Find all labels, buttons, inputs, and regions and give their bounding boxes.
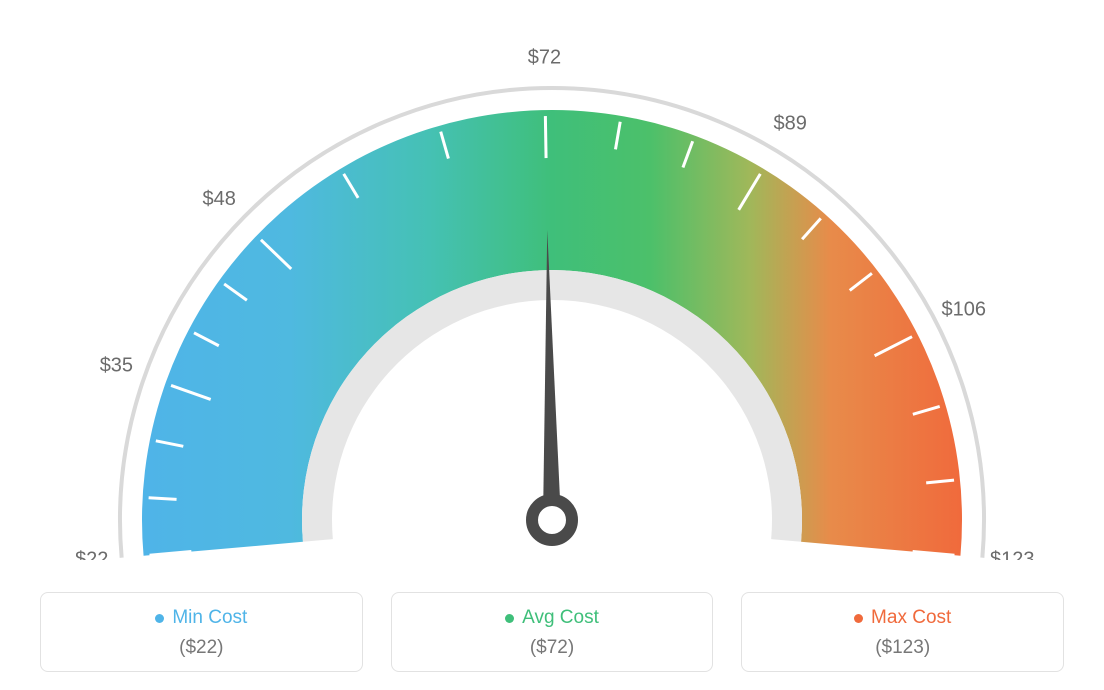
cost-gauge-chart: $22 $35 $48 $72 $89 $106 $123 Min Cost ($22) A…: [0, 0, 1104, 690]
legend-label-avg: Avg Cost: [522, 607, 599, 629]
legend-value-avg: ($72): [402, 637, 703, 659]
dot-min-icon: [155, 614, 164, 623]
legend-card-max: Max Cost ($123): [741, 592, 1064, 672]
legend-label-min: Min Cost: [172, 607, 247, 629]
gauge-tick-label: $72: [528, 46, 561, 68]
legend-card-avg: Avg Cost ($72): [391, 592, 714, 672]
gauge-tick-label: $106: [941, 299, 986, 321]
dot-max-icon: [854, 614, 863, 623]
legend-value-min: ($22): [51, 637, 352, 659]
legend-card-min: Min Cost ($22): [40, 592, 363, 672]
legend-value-max: ($123): [752, 637, 1053, 659]
gauge-tick-label: $48: [202, 188, 235, 210]
legend-row: Min Cost ($22) Avg Cost ($72) Max Cost (…: [40, 592, 1064, 672]
gauge-tick-label: $22: [75, 549, 108, 560]
dot-avg-icon: [505, 614, 514, 623]
legend-label-max: Max Cost: [871, 607, 951, 629]
gauge-area: $22 $35 $48 $72 $89 $106 $123: [0, 0, 1104, 560]
gauge-tick-label: $35: [100, 354, 133, 376]
gauge-tick-label: $123: [990, 549, 1035, 560]
gauge-svg: $22 $35 $48 $72 $89 $106 $123: [0, 0, 1104, 560]
gauge-tick-label: $89: [774, 112, 807, 134]
